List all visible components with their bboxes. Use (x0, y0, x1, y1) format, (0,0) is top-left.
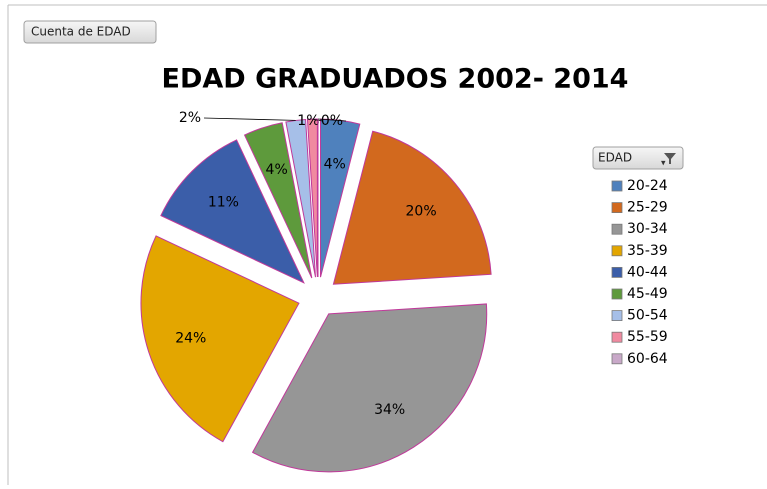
field-button-label[interactable]: Cuenta de EDAD (31, 25, 131, 39)
legend-filter-button[interactable] (592, 146, 684, 170)
leader-line (317, 118, 347, 122)
legend-label: 40-44 (627, 264, 668, 280)
filter-icon[interactable] (664, 153, 676, 164)
chart-title: EDAD GRADUADOS 2002- 2014 (162, 64, 629, 95)
legend-label: 25-29 (627, 200, 668, 216)
data-label: 24% (175, 330, 206, 346)
pie-slice (243, 122, 313, 279)
legend-swatch (611, 353, 623, 365)
dropdown-arrow[interactable]: ▾ (661, 159, 666, 169)
data-label: 1% (297, 113, 319, 129)
data-label: 0% (321, 113, 343, 129)
data-label: 11% (208, 194, 239, 210)
legend-swatch (611, 331, 623, 343)
legend-label: 60-64 (627, 351, 668, 367)
leader-line (203, 117, 296, 121)
legend-label: 30-34 (627, 221, 668, 237)
pie-slice (251, 303, 488, 473)
legend-swatch (611, 223, 623, 235)
legend-swatch (611, 202, 623, 214)
pie-slice (332, 130, 492, 285)
legend-label: 55-59 (627, 329, 668, 345)
legend-label: 20-24 (627, 178, 668, 194)
leader-line (312, 118, 323, 122)
legend-title[interactable]: EDAD (598, 151, 632, 165)
legend-label: 35-39 (627, 243, 668, 259)
data-label: 2% (179, 110, 201, 126)
legend-label: 45-49 (627, 286, 668, 302)
pie-slice (140, 235, 300, 443)
data-label: 4% (266, 162, 288, 178)
legend-swatch (611, 180, 623, 192)
field-button[interactable] (23, 20, 157, 44)
legend-swatch (611, 288, 623, 300)
pie-slice (160, 139, 305, 284)
data-label: 20% (406, 204, 437, 220)
data-label: 4% (324, 156, 346, 172)
legend-swatch (611, 266, 623, 278)
data-label: 34% (374, 402, 405, 418)
legend-swatch (611, 310, 623, 322)
legend-label: 50-54 (627, 308, 668, 324)
legend-swatch (611, 245, 623, 257)
